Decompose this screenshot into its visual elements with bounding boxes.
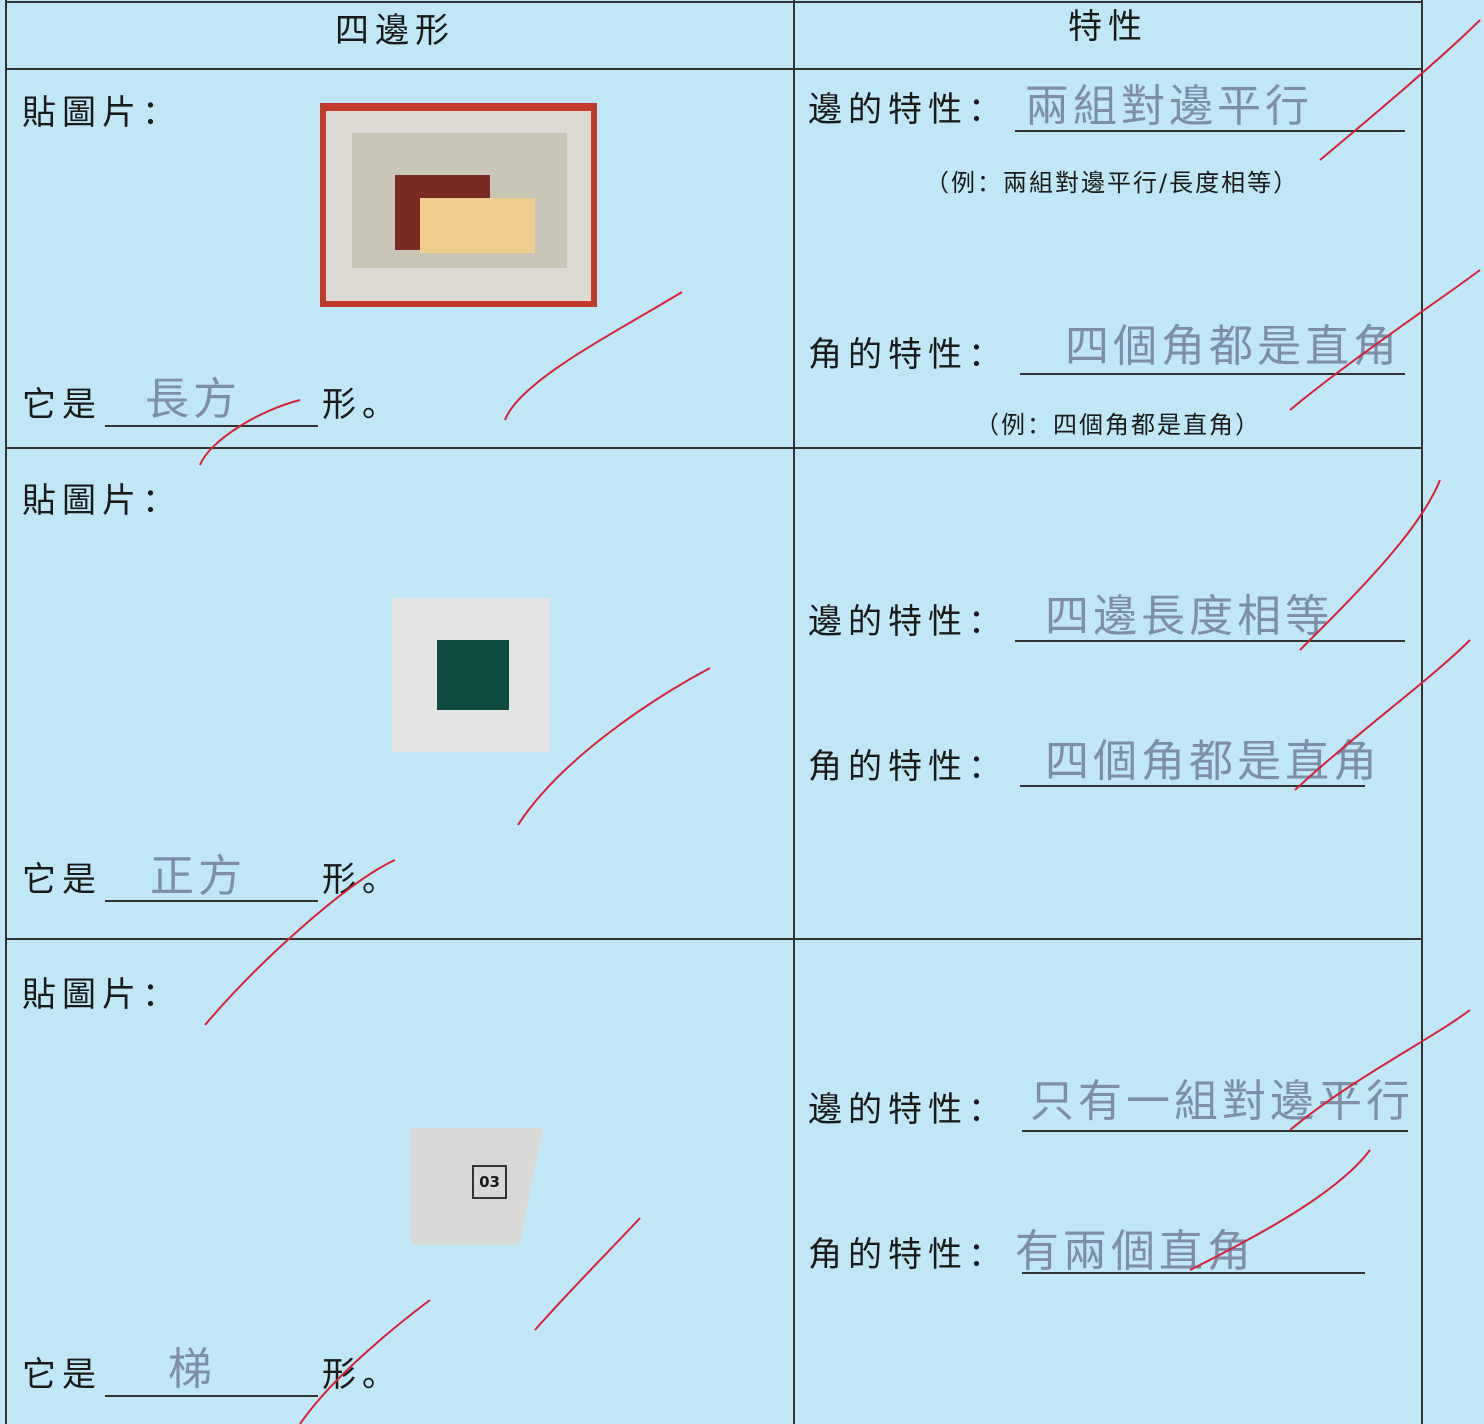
blank-line (1022, 1130, 1408, 1132)
handwritten-answer: 正方 (150, 851, 246, 902)
blank-line (1020, 785, 1365, 787)
answer-prefix: 它是 (22, 385, 102, 425)
paste-label: 貼圖片： (22, 975, 182, 1015)
answer-prefix: 它是 (22, 1355, 102, 1395)
check-mark (1319, 19, 1481, 161)
blank-line (1022, 1272, 1365, 1274)
handwritten-answer: 兩組對邊平行 (1025, 81, 1313, 132)
table-border (793, 0, 795, 1424)
header: 特性 (1068, 7, 1148, 47)
table-border (1421, 0, 1423, 1424)
table-border (5, 68, 1421, 70)
side-label: 邊的特性： (808, 90, 1008, 130)
side-label: 邊的特性： (808, 1090, 1008, 1130)
pasted-picture (392, 598, 550, 752)
table-border (5, 1, 1421, 3)
answer-suffix: 形。 (322, 1355, 402, 1395)
header: 四邊形 (335, 11, 455, 51)
handwritten-answer: 四個角都是直角 (1065, 321, 1401, 372)
handwritten-answer: 只有一組對邊平行 (1030, 1076, 1414, 1127)
pasted-picture (320, 103, 597, 307)
angle-label: 角的特性： (808, 1235, 1008, 1275)
answer-suffix: 形。 (322, 385, 402, 425)
handwritten-answer: 梯 (168, 1344, 216, 1395)
handwritten-answer: 四個角都是直角 (1045, 736, 1381, 787)
blank-line (1020, 373, 1405, 375)
picture-label: 03 (472, 1165, 507, 1199)
paste-label: 貼圖片： (22, 481, 182, 521)
table-border (5, 447, 1421, 449)
paste-label: 貼圖片： (22, 93, 182, 133)
example: （例：兩組對邊平行/長度相等） (925, 169, 1300, 197)
table-border (5, 938, 1421, 940)
blank-line (1015, 640, 1405, 642)
table-border (5, 0, 7, 1424)
side-label: 邊的特性： (808, 602, 1008, 642)
blank-line (105, 900, 318, 902)
answer-suffix: 形。 (322, 860, 402, 900)
blank-line (1015, 130, 1405, 132)
pasted-picture (411, 1128, 543, 1245)
check-mark (534, 1217, 641, 1331)
answer-prefix: 它是 (22, 860, 102, 900)
handwritten-answer: 四邊長度相等 (1045, 591, 1333, 642)
angle-label: 角的特性： (808, 747, 1008, 787)
blank-line (105, 1395, 318, 1397)
example: （例：四個角都是直角） (975, 411, 1261, 439)
handwritten-answer: 有兩個直角 (1015, 1226, 1255, 1277)
check-mark (504, 291, 683, 421)
angle-label: 角的特性： (808, 335, 1008, 375)
handwritten-answer: 長方 (145, 374, 241, 425)
blank-line (105, 425, 318, 427)
